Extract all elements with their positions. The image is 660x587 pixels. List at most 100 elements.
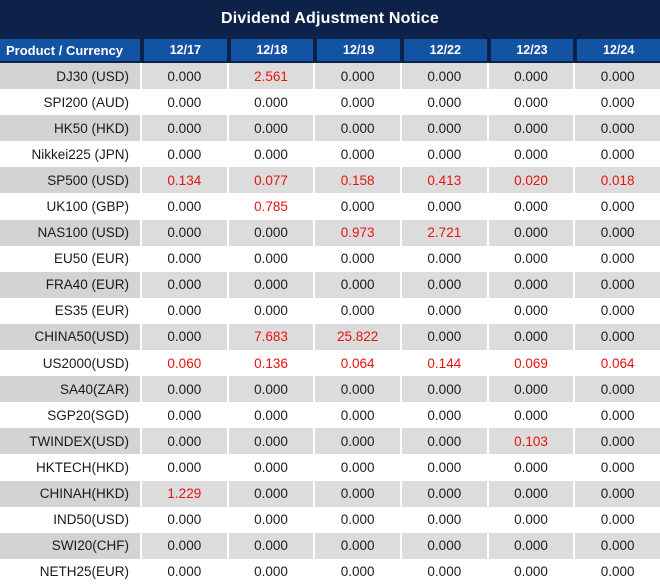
- value-cell: 2.561: [226, 63, 314, 90]
- value-cell: 0.000: [486, 245, 574, 272]
- value-cell: 0.000: [486, 271, 574, 298]
- value-cell: 0.000: [226, 402, 314, 429]
- product-cell: SPI200 (AUD): [0, 89, 140, 116]
- product-cell: SP500 (USD): [0, 167, 140, 194]
- value-cell: 0.000: [573, 402, 660, 429]
- value-cell: 0.134: [140, 167, 227, 194]
- table-row: SA40(ZAR) 0.000 0.000 0.000 0.000 0.000 0.000: [0, 376, 660, 403]
- value-cell: 0.000: [399, 63, 487, 90]
- value-cell: 0.000: [140, 63, 227, 90]
- product-cell: EU50 (EUR): [0, 245, 140, 272]
- product-cell: SGP20(SGD): [0, 402, 140, 429]
- table-header-row: Product / Currency 12/17 12/18 12/19 12/…: [0, 37, 660, 63]
- table-row: NETH25(EUR) 0.000 0.000 0.000 0.000 0.000 0.00…: [0, 558, 660, 585]
- value-cell: 0.000: [313, 297, 400, 324]
- value-cell: 0.000: [486, 89, 574, 116]
- header-date-1223: 12/23: [486, 39, 574, 61]
- value-cell: 0.000: [399, 323, 487, 351]
- table-row: ES35 (EUR) 0.000 0.000 0.000 0.000 0.000 0.000: [0, 297, 660, 324]
- value-cell: 0.000: [399, 376, 487, 403]
- value-cell: 0.000: [573, 454, 660, 481]
- table-row: EU50 (EUR) 0.000 0.000 0.000 0.000 0.000 0.000: [0, 245, 660, 272]
- value-cell: 0.000: [313, 454, 400, 481]
- value-cell: 0.000: [140, 532, 227, 559]
- value-cell: 0.000: [313, 558, 400, 585]
- header-date-1224: 12/24: [573, 39, 660, 61]
- value-cell: 0.000: [140, 558, 227, 585]
- value-cell: 0.000: [140, 454, 227, 481]
- value-cell: 0.000: [226, 245, 314, 272]
- table-row: FRA40 (EUR) 0.000 0.000 0.000 0.000 0.000 0.00…: [0, 271, 660, 298]
- table-row: SPI200 (AUD) 0.000 0.000 0.000 0.000 0.000 0.0…: [0, 89, 660, 116]
- value-cell: 0.000: [399, 193, 487, 220]
- table-row: HK50 (HKD) 0.000 0.000 0.000 0.000 0.000 0.000: [0, 115, 660, 142]
- product-cell: FRA40 (EUR): [0, 271, 140, 298]
- value-cell: 0.020: [486, 167, 574, 194]
- product-cell: US2000(USD): [0, 350, 140, 377]
- value-cell: 0.000: [399, 271, 487, 298]
- value-cell: 0.000: [399, 115, 487, 142]
- table-row: DJ30 (USD) 0.000 2.561 0.000 0.000 0.000 0.000: [0, 63, 660, 90]
- table-row: CHINAH(HKD) 1.229 0.000 0.000 0.000 0.000 0.00…: [0, 480, 660, 507]
- value-cell: 0.144: [399, 350, 487, 377]
- value-cell: 0.000: [486, 63, 574, 90]
- product-cell: ES35 (EUR): [0, 297, 140, 324]
- value-cell: 0.000: [486, 376, 574, 403]
- value-cell: 0.785: [226, 193, 314, 220]
- value-cell: 0.000: [486, 480, 574, 507]
- value-cell: 0.000: [399, 532, 487, 559]
- value-cell: 0.000: [573, 376, 660, 403]
- value-cell: 0.000: [573, 428, 660, 455]
- value-cell: 0.000: [140, 428, 227, 455]
- table-row: Nikkei225 (JPN) 0.000 0.000 0.000 0.000 0.000…: [0, 141, 660, 168]
- value-cell: 0.000: [573, 506, 660, 533]
- value-cell: 0.000: [399, 480, 487, 507]
- value-cell: 0.000: [313, 193, 400, 220]
- table-row: SWI20(CHF) 0.000 0.000 0.000 0.000 0.000 0.000: [0, 532, 660, 559]
- value-cell: 0.000: [399, 141, 487, 168]
- value-cell: 0.000: [226, 115, 314, 142]
- value-cell: 0.000: [313, 115, 400, 142]
- value-cell: 0.069: [486, 350, 574, 377]
- value-cell: 0.000: [140, 193, 227, 220]
- value-cell: 0.000: [486, 454, 574, 481]
- value-cell: 0.000: [399, 558, 487, 585]
- table-row: SGP20(SGD) 0.000 0.000 0.000 0.000 0.000 0.000: [0, 402, 660, 429]
- product-cell: CHINAH(HKD): [0, 480, 140, 507]
- title-bar: Dividend Adjustment Notice: [0, 0, 660, 37]
- value-cell: 0.000: [140, 245, 227, 272]
- value-cell: 0.000: [399, 506, 487, 533]
- table-row: US2000(USD) 0.060 0.136 0.064 0.144 0.069 0.06…: [0, 350, 660, 377]
- page-title: Dividend Adjustment Notice: [221, 9, 439, 27]
- value-cell: 0.000: [486, 506, 574, 533]
- table-row: SP500 (USD) 0.134 0.077 0.158 0.413 0.020 0.01…: [0, 167, 660, 194]
- value-cell: 0.000: [573, 141, 660, 168]
- product-cell: Nikkei225 (JPN): [0, 141, 140, 168]
- value-cell: 0.000: [140, 89, 227, 116]
- value-cell: 0.973: [313, 219, 400, 246]
- value-cell: 0.000: [140, 219, 227, 246]
- header-date-1222: 12/22: [399, 39, 487, 61]
- value-cell: 0.000: [486, 558, 574, 585]
- table-row: UK100 (GBP) 0.000 0.785 0.000 0.000 0.000 0.00…: [0, 193, 660, 220]
- value-cell: 0.000: [226, 506, 314, 533]
- value-cell: 0.000: [399, 297, 487, 324]
- product-cell: SA40(ZAR): [0, 376, 140, 403]
- value-cell: 0.000: [573, 89, 660, 116]
- value-cell: 0.000: [573, 271, 660, 298]
- value-cell: 0.103: [486, 428, 574, 455]
- value-cell: 0.000: [573, 63, 660, 90]
- product-cell: NAS100 (USD): [0, 219, 140, 246]
- value-cell: 0.000: [573, 193, 660, 220]
- value-cell: 0.000: [313, 245, 400, 272]
- value-cell: 0.000: [313, 89, 400, 116]
- value-cell: 0.000: [313, 376, 400, 403]
- product-cell: SWI20(CHF): [0, 532, 140, 559]
- value-cell: 0.000: [399, 428, 487, 455]
- value-cell: 0.000: [573, 297, 660, 324]
- value-cell: 0.000: [226, 297, 314, 324]
- value-cell: 0.000: [486, 402, 574, 429]
- value-cell: 0.413: [399, 167, 487, 194]
- value-cell: 0.000: [140, 506, 227, 533]
